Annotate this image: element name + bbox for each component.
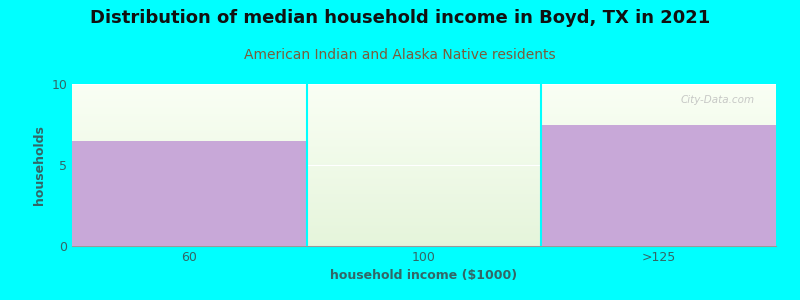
Bar	[72, 141, 306, 246]
X-axis label: household income ($1000): household income ($1000)	[330, 269, 518, 282]
Text: Distribution of median household income in Boyd, TX in 2021: Distribution of median household income …	[90, 9, 710, 27]
Y-axis label: households: households	[33, 125, 46, 205]
Text: City-Data.com: City-Data.com	[681, 95, 755, 105]
Bar	[542, 124, 776, 246]
Text: American Indian and Alaska Native residents: American Indian and Alaska Native reside…	[244, 48, 556, 62]
